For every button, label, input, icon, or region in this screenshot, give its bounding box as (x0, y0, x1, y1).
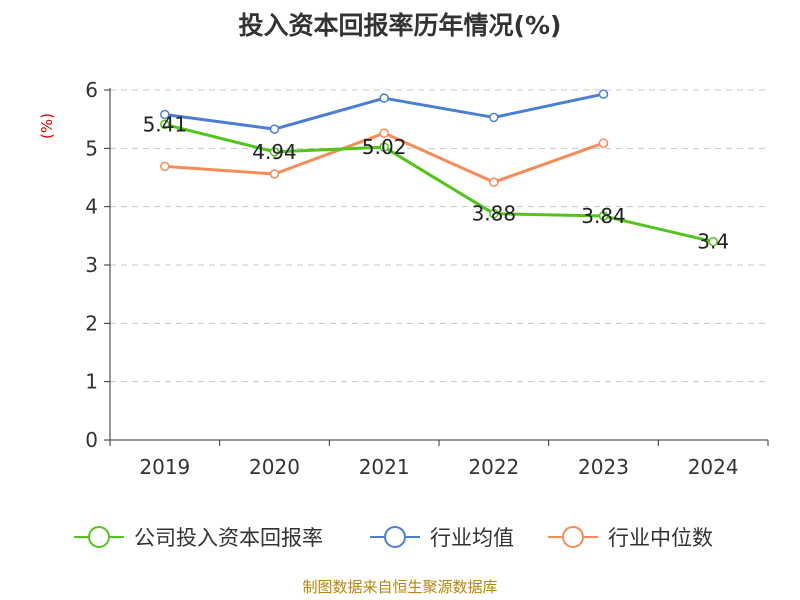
y-tick-label: 5 (85, 136, 98, 160)
series-line-0 (164, 122, 714, 244)
data-point (598, 138, 609, 148)
source-note: 制图数据来自恒生聚源数据库 (302, 578, 498, 596)
axes: 0 1 2 3 4 5 6 2019 2020 2021 2022 2023 2024 (%) (38, 78, 769, 479)
data-point (489, 208, 499, 219)
data-label: 4.94 (252, 140, 297, 164)
y-tick-label: 0 (85, 428, 98, 452)
legend-label: 行业均值 (430, 526, 514, 550)
data-point (379, 93, 389, 103)
data-label: 3.84 (581, 204, 626, 228)
data-point (269, 169, 280, 179)
y-axis-label: (%) (38, 113, 56, 139)
data-point (489, 177, 499, 187)
data-point (708, 236, 718, 247)
y-tick-label: 3 (85, 253, 98, 277)
data-point (160, 161, 170, 172)
legend-label: 行业中位数 (608, 526, 713, 550)
series-lines (160, 89, 718, 247)
x-tick-label: 2019 (139, 455, 190, 479)
legend-marker (384, 526, 406, 548)
data-point (269, 124, 280, 134)
data-point (160, 109, 170, 120)
data-point (489, 112, 499, 123)
data-point (160, 119, 170, 130)
legend: 公司投入资本回报率 行业均值 行业中位数 (74, 526, 713, 550)
y-tick-label: 1 (85, 370, 98, 394)
x-tick-label: 2022 (468, 455, 519, 479)
x-tick-label: 2021 (359, 455, 410, 479)
data-label: 5.02 (362, 135, 407, 159)
legend-marker (562, 526, 584, 548)
x-tick-label: 2023 (578, 455, 629, 479)
chart-title: 投入资本回报率历年情况(%) (238, 11, 562, 40)
data-label: 5.41 (143, 112, 188, 136)
data-point (598, 89, 609, 99)
x-tick-label: 2024 (688, 455, 739, 479)
data-labels: 5.41 4.94 5.02 3.88 3.84 3.4 (143, 112, 730, 253)
grid-lines (110, 89, 768, 383)
data-label: 3.4 (697, 230, 729, 254)
data-point (269, 147, 280, 157)
x-tick-label: 2020 (249, 455, 300, 479)
y-tick-label: 6 (85, 78, 98, 102)
legend-label: 公司投入资本回报率 (134, 526, 323, 550)
data-point (379, 142, 389, 152)
data-point (379, 128, 389, 138)
y-tick-label: 2 (85, 311, 98, 335)
legend-marker (88, 526, 110, 548)
data-point (598, 211, 609, 221)
data-label: 3.88 (472, 202, 517, 226)
y-tick-label: 4 (85, 195, 98, 219)
